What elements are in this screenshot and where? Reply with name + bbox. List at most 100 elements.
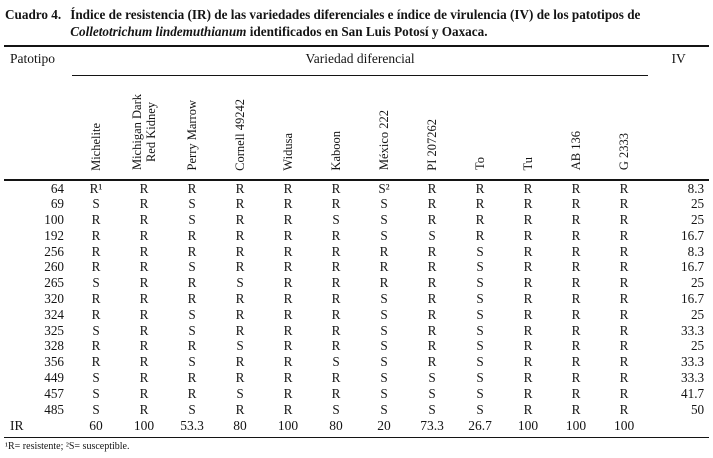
ir-row-label: IR <box>10 418 24 434</box>
reaction-cell: R <box>523 291 533 307</box>
reaction-cell: R <box>571 401 581 417</box>
iv-value-cell: 8.3 <box>687 243 705 259</box>
reaction-cell: R <box>235 370 245 386</box>
reaction-cell: S <box>332 212 340 228</box>
patotipo-column-header: Patotipo <box>10 51 56 66</box>
patotipo-cell: 328 <box>44 338 64 354</box>
reaction-cell: R <box>283 227 293 243</box>
reaction-cell: R <box>331 322 341 338</box>
reaction-cell: R <box>427 243 437 259</box>
reaction-cell: S <box>188 259 196 275</box>
patotipo-cell: 356 <box>44 354 64 370</box>
reaction-cell: R <box>619 196 629 212</box>
variety-header-label: PI 207262 <box>425 118 439 171</box>
patotipo-cell: 265 <box>44 275 64 291</box>
reaction-cell: S <box>92 275 100 291</box>
reaction-cell: R <box>331 180 341 196</box>
patotipo-cell: 64 <box>50 180 64 196</box>
ir-value-cell: 100 <box>613 418 635 434</box>
reaction-cell: S <box>332 401 340 417</box>
variety-header-cell: Cornell 49242 <box>216 75 264 180</box>
reaction-cell: R <box>283 354 293 370</box>
variety-header-cell: Perry Marrow <box>168 75 216 180</box>
reaction-cell: R <box>187 275 197 291</box>
table-row: 356 R R S R R S S R S R R R 33.3 <box>4 354 709 370</box>
reaction-cell: R <box>619 212 629 228</box>
reaction-cell: R <box>139 275 149 291</box>
reaction-cell: R <box>571 385 581 401</box>
ir-value-cell: 100 <box>133 418 155 434</box>
reaction-cell: R <box>475 227 485 243</box>
reaction-cell: S <box>476 306 484 322</box>
reaction-cell: S <box>188 401 196 417</box>
reaction-cell: R <box>619 306 629 322</box>
reaction-cell: R <box>91 354 101 370</box>
reaction-cell: R <box>283 243 293 259</box>
reaction-cell: S <box>188 212 196 228</box>
reaction-cell: R <box>427 291 437 307</box>
reaction-cell: R <box>523 212 533 228</box>
iv-value-cell: 16.7 <box>681 291 705 307</box>
reaction-cell: R <box>379 275 389 291</box>
reaction-cell: S <box>476 385 484 401</box>
reaction-cell: S <box>92 385 100 401</box>
reaction-cell: S <box>476 370 484 386</box>
reaction-cell: S <box>428 227 436 243</box>
reaction-cell: R <box>91 306 101 322</box>
iv-value-cell: 25 <box>690 275 705 291</box>
reaction-cell: S <box>428 385 436 401</box>
group-header-row: Patotipo Variedad diferencial IV <box>4 46 709 76</box>
reaction-cell: S <box>380 370 388 386</box>
reaction-cell: R <box>331 306 341 322</box>
reaction-cell: S <box>476 354 484 370</box>
reaction-cell: R <box>571 322 581 338</box>
patotipo-header-spacer <box>4 75 72 180</box>
reaction-cell: R <box>331 370 341 386</box>
iv-value-cell: 50 <box>690 401 705 417</box>
reaction-cell: R <box>523 180 533 196</box>
table-row: 69 S R S R R R S R R R R R 25 <box>4 196 709 212</box>
reaction-cell: R <box>619 354 629 370</box>
reaction-cell: S <box>476 275 484 291</box>
variety-header-cell: PI 207262 <box>408 75 456 180</box>
reaction-cell: R <box>571 180 581 196</box>
reaction-cell: S <box>428 401 436 417</box>
reaction-cell: S <box>380 306 388 322</box>
iv-value-cell: 16.7 <box>681 259 705 275</box>
reaction-cell: R <box>187 243 197 259</box>
rotated-header-row: Michelite Michigan Dark Red Kidney Perry M… <box>4 75 709 180</box>
reaction-cell: R <box>331 275 341 291</box>
variety-header-label: Michelite <box>89 122 103 171</box>
reaction-cell: R <box>571 306 581 322</box>
variety-header-cell: G 2333 <box>600 75 648 180</box>
reaction-cell: S <box>476 243 484 259</box>
reaction-cell: S <box>188 354 196 370</box>
reaction-cell: S <box>188 196 196 212</box>
reaction-cell: R <box>619 180 629 196</box>
reaction-cell: R <box>523 385 533 401</box>
reaction-cell: S <box>380 291 388 307</box>
reaction-cell: S² <box>378 180 390 196</box>
table-row: 320 R R R R R R S R S R R R 16.7 <box>4 291 709 307</box>
reaction-cell: S <box>236 385 244 401</box>
table-row: 449 S R R R R R S S S R R R 33.3 <box>4 370 709 386</box>
reaction-cell: R <box>571 370 581 386</box>
reaction-cell: R <box>571 227 581 243</box>
reaction-cell: R <box>139 212 149 228</box>
ir-value-cell: 20 <box>377 418 391 434</box>
reaction-cell: R <box>139 401 149 417</box>
reaction-cell: R <box>619 401 629 417</box>
reaction-cell: R <box>427 322 437 338</box>
reaction-cell: S <box>476 338 484 354</box>
table-row: 100 R R S R R S S R R R R R 25 <box>4 212 709 228</box>
reaction-cell: R <box>91 227 101 243</box>
reaction-cell: R <box>619 322 629 338</box>
reaction-cell: R <box>619 259 629 275</box>
reaction-cell: R <box>619 227 629 243</box>
patotipo-cell: 324 <box>44 306 64 322</box>
reaction-cell: R <box>619 385 629 401</box>
reaction-cell: R <box>379 243 389 259</box>
reaction-cell: R <box>91 291 101 307</box>
reaction-cell: S <box>236 275 244 291</box>
reaction-cell: S <box>92 196 100 212</box>
